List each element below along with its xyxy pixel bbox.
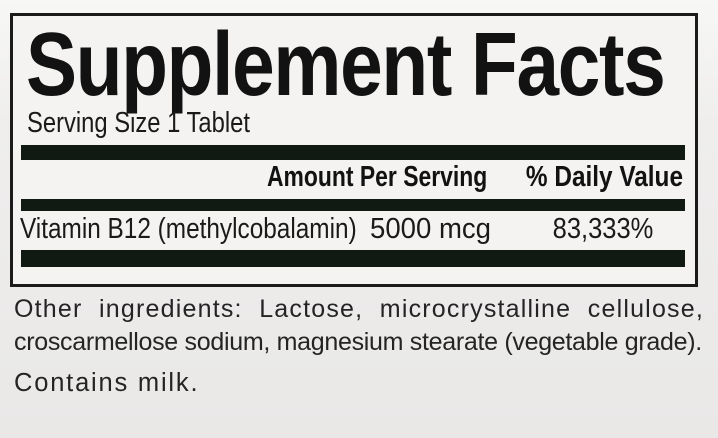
medium-rule bbox=[21, 199, 685, 211]
nutrient-daily-value: 83,333% bbox=[552, 213, 654, 245]
nutrient-name: Vitamin B12 (methylcobalamin) bbox=[20, 213, 357, 245]
nutrient-amount: 5000 mcg bbox=[370, 213, 491, 245]
supplement-facts-panel: Supplement Facts Serving Size 1 Tablet A… bbox=[10, 13, 698, 287]
thick-rule-bottom bbox=[21, 250, 685, 267]
thick-rule-top bbox=[21, 145, 685, 160]
other-ingredients-line1: Other ingredients: Lactose, microcrystal… bbox=[14, 295, 704, 323]
serving-size-label: Serving Size 1 Tablet bbox=[27, 107, 250, 139]
amount-per-serving-header: Amount Per Serving bbox=[267, 161, 488, 193]
percent-daily-value-header: % Daily Value bbox=[525, 161, 683, 193]
other-ingredients-line2: croscarmellose sodium, magnesium stearat… bbox=[14, 328, 702, 356]
other-ingredients: Other ingredients: Lactose, microcrystal… bbox=[14, 293, 704, 359]
panel-title: Supplement Facts bbox=[26, 15, 666, 115]
allergen-statement: Contains milk. bbox=[14, 369, 200, 397]
